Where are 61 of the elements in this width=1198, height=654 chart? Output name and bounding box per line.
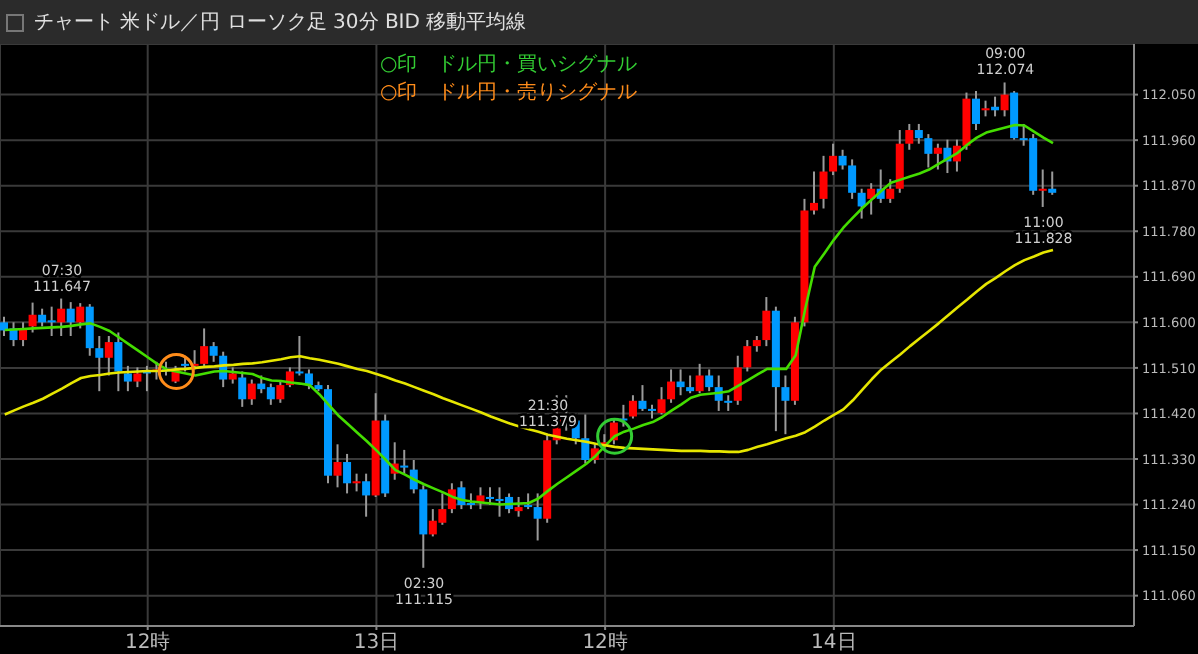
candlestick — [638, 384, 647, 412]
candlestick — [781, 374, 790, 436]
candlestick — [933, 142, 942, 171]
candlestick — [514, 495, 523, 518]
candlestick — [533, 492, 542, 542]
candlestick — [419, 484, 428, 569]
candlestick — [95, 335, 104, 393]
candlestick — [104, 335, 113, 377]
candlestick — [66, 301, 75, 338]
candlestick — [886, 178, 895, 204]
candlestick — [276, 380, 285, 404]
candlestick — [838, 148, 847, 171]
candlestick — [238, 370, 247, 408]
x-tick-label: 13日 — [353, 632, 400, 654]
candlestick — [733, 354, 742, 406]
candlestick — [76, 302, 85, 330]
annotation: ○印 ドル円・売りシグナル — [380, 79, 638, 106]
candlestick — [762, 296, 771, 348]
candlestick — [114, 331, 123, 393]
candlestick — [962, 91, 971, 151]
candlestick — [400, 448, 409, 475]
candlestick — [667, 368, 676, 404]
x-tick-label: 12時 — [582, 630, 628, 654]
candlestick — [209, 341, 218, 363]
candlestick — [743, 339, 752, 373]
candlestick — [85, 303, 94, 357]
candlestick — [1010, 90, 1019, 141]
candlestick — [57, 297, 66, 338]
candlestick — [1038, 168, 1047, 208]
candlestick — [28, 301, 37, 334]
candlestick — [705, 368, 714, 393]
candlestick — [247, 378, 256, 406]
candlestick — [304, 368, 313, 391]
candlestick — [200, 327, 209, 369]
candlestick — [133, 366, 142, 389]
candlestick — [829, 142, 838, 177]
candlestick — [972, 90, 980, 132]
chart-title: チャート 米ドル／円 ローソク足 30分 BID 移動平均線 — [34, 9, 527, 36]
candlestick — [848, 158, 857, 200]
candlestick — [895, 129, 904, 194]
candlestick — [295, 335, 304, 377]
candlestick — [810, 170, 818, 216]
candlestick — [905, 122, 914, 151]
candlestick — [362, 472, 371, 518]
candlestick — [333, 443, 342, 489]
x-tick-label: 12時 — [124, 630, 171, 654]
candlestick — [657, 386, 666, 416]
candlestick — [1000, 81, 1009, 118]
x-tick-label: 14日 — [811, 632, 857, 654]
candlestick — [343, 452, 352, 495]
candlestick — [695, 362, 704, 395]
candlestick — [724, 394, 733, 412]
annotation: ○印 ドル円・買いシグナル — [380, 51, 638, 78]
candlestick — [924, 133, 933, 169]
candlestick — [857, 187, 866, 220]
candlestick — [0, 315, 8, 338]
candlestick — [628, 394, 637, 420]
candlestick — [1048, 170, 1057, 196]
candlestick — [914, 122, 923, 145]
candlestick — [819, 154, 828, 210]
candlestick — [123, 364, 132, 393]
